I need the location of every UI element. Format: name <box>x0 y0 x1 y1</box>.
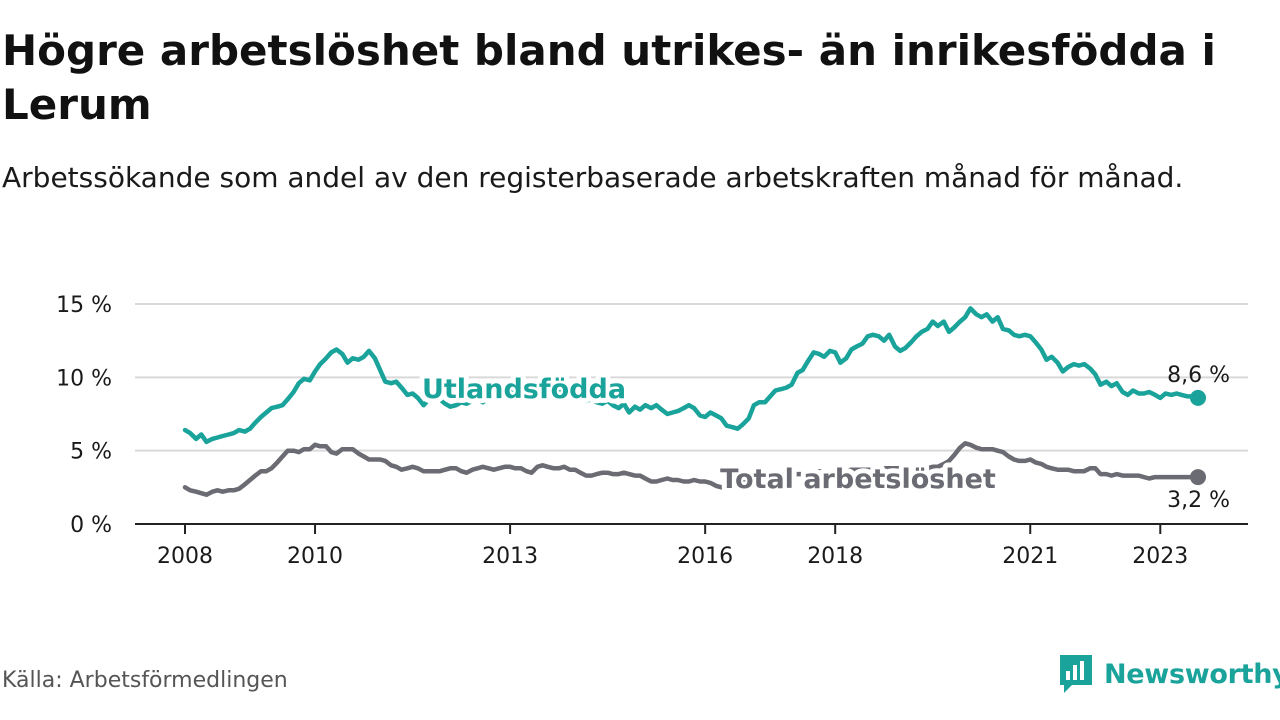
end-value-utlandsfodda: 8,6 % <box>1167 363 1230 388</box>
x-tick-label: 2016 <box>677 544 733 569</box>
series-layer <box>182 306 1206 497</box>
grid-layer <box>135 303 1248 452</box>
y-tick-label: 10 % <box>56 366 112 391</box>
chart-subtitle: Arbetssökande som andel av den registerb… <box>2 161 1184 194</box>
brand-name: Newsworthy <box>1104 658 1280 690</box>
source-note: Källa: Arbetsförmedlingen <box>2 668 288 693</box>
series-label-utlandsfodda: Utlandsfödda <box>422 374 626 405</box>
y-tick-label: 15 % <box>56 293 112 318</box>
newsworthy-logo-icon <box>1060 655 1092 693</box>
end-value-total: 3,2 % <box>1167 488 1230 513</box>
chart-title: Högre arbetslöshet bland utrikes- än inr… <box>2 26 1216 129</box>
series-label-total-halo: Total arbetslöshet <box>720 464 996 495</box>
y-tick-label: 5 % <box>70 440 112 465</box>
end-point-utlandsfodda <box>1190 389 1206 406</box>
label-layer: 0 % 5 % 10 % 15 % 2008 2010 2013 2016 2018 2021 20… <box>56 293 1230 569</box>
end-point-total <box>1190 469 1206 486</box>
series-line-utlandsfodda <box>182 306 1201 445</box>
series-label-utlandsfodda-halo: Utlandsfödda <box>422 374 626 405</box>
x-tick-label: 2008 <box>157 544 213 569</box>
series-label-total: Total arbetslöshet <box>720 464 996 495</box>
x-tick-label: 2010 <box>287 544 343 569</box>
axis-layer <box>135 523 1248 534</box>
x-tick-label: 2023 <box>1132 544 1188 569</box>
x-tick-label: 2013 <box>482 544 538 569</box>
y-tick-label: 0 % <box>70 513 112 538</box>
x-tick-label: 2021 <box>1002 544 1058 569</box>
series-line-total <box>182 441 1201 497</box>
x-tick-label: 2018 <box>807 544 863 569</box>
brand-logo[interactable]: Newsworthy <box>1058 652 1280 696</box>
